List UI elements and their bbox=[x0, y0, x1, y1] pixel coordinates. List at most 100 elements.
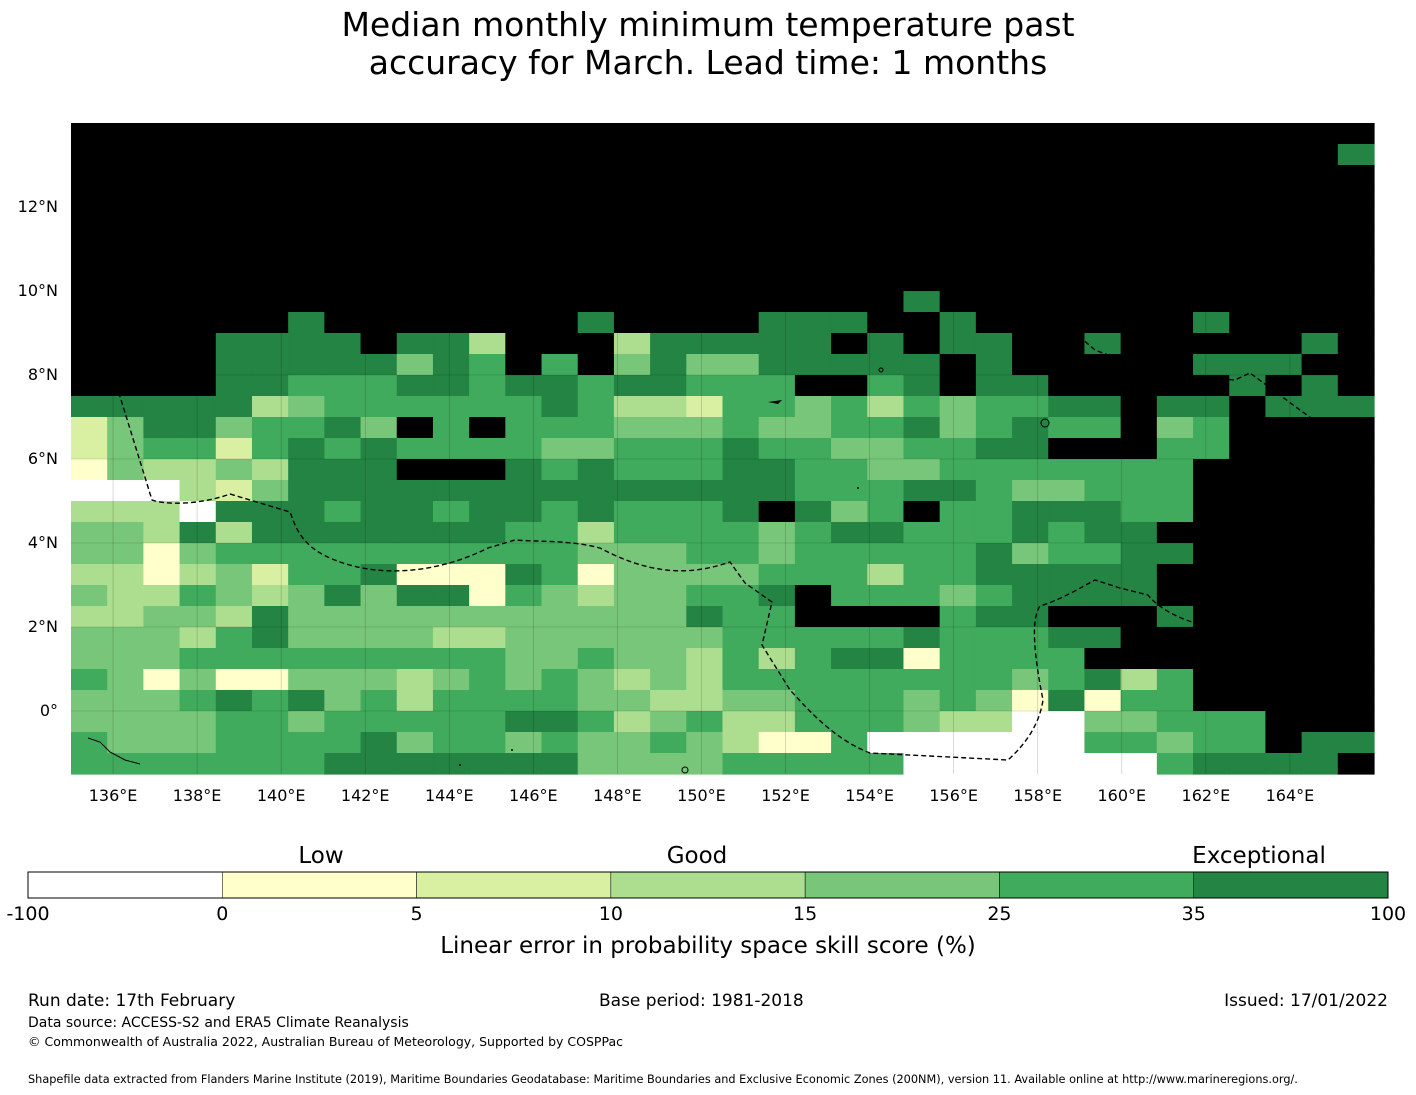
grid-cell bbox=[1012, 438, 1049, 460]
grid-cell bbox=[143, 564, 181, 586]
grid-cell bbox=[432, 375, 470, 397]
grid-cell bbox=[1265, 753, 1303, 775]
grid-cell bbox=[143, 417, 181, 439]
grid-cell bbox=[432, 501, 470, 523]
grid-cell bbox=[1301, 333, 1339, 355]
grid-cell bbox=[1048, 690, 1086, 712]
grid-cell bbox=[975, 291, 1013, 313]
grid-cell bbox=[577, 312, 615, 334]
grid-cell bbox=[71, 186, 108, 208]
grid-cell bbox=[288, 375, 325, 397]
grid-cell bbox=[1084, 186, 1122, 208]
grid-cell bbox=[650, 354, 687, 376]
grid-cell bbox=[1012, 711, 1049, 733]
grid-cell bbox=[1301, 207, 1339, 229]
grid-cell bbox=[1265, 627, 1303, 649]
grid-cell bbox=[107, 543, 144, 565]
grid-cell bbox=[650, 606, 687, 628]
grid-cell bbox=[396, 312, 434, 334]
grid-cell bbox=[324, 606, 362, 628]
grid-cell bbox=[903, 396, 941, 418]
grid-cell bbox=[143, 585, 181, 607]
grid-cell bbox=[1084, 417, 1122, 439]
grid-cell bbox=[1048, 333, 1086, 355]
grid-cell bbox=[469, 669, 506, 691]
grid-cell bbox=[1120, 606, 1158, 628]
grid-cell bbox=[867, 690, 905, 712]
grid-cell bbox=[939, 732, 977, 754]
grid-cell bbox=[1120, 753, 1158, 775]
grid-cell bbox=[179, 711, 217, 733]
grid-cell bbox=[324, 354, 362, 376]
grid-cell bbox=[831, 543, 868, 565]
grid-cell bbox=[1120, 186, 1158, 208]
grid-cell bbox=[251, 354, 289, 376]
grid-cell bbox=[71, 732, 108, 754]
grid-cell bbox=[867, 585, 905, 607]
grid-cell bbox=[396, 438, 434, 460]
grid-cell bbox=[1301, 522, 1339, 544]
grid-cell bbox=[1156, 144, 1194, 166]
grid-cell bbox=[1193, 627, 1230, 649]
grid-cell bbox=[396, 585, 434, 607]
grid-cell bbox=[251, 480, 289, 502]
grid-cell bbox=[71, 123, 108, 145]
grid-cell bbox=[432, 480, 470, 502]
grid-cell bbox=[179, 522, 217, 544]
grid-cell bbox=[215, 123, 253, 145]
grid-cell bbox=[1120, 480, 1158, 502]
grid-cell bbox=[1156, 123, 1194, 145]
grid-cell bbox=[396, 417, 434, 439]
grid-cell bbox=[1048, 480, 1086, 502]
grid-cell bbox=[1156, 165, 1194, 187]
grid-cell bbox=[939, 480, 977, 502]
grid-cell bbox=[396, 228, 434, 250]
latitude-label: 8°N bbox=[27, 365, 58, 384]
grid-cell bbox=[469, 543, 506, 565]
grid-cell bbox=[867, 417, 905, 439]
grid-cell bbox=[1156, 228, 1194, 250]
grid-cell bbox=[613, 291, 651, 313]
grid-cell bbox=[469, 732, 506, 754]
grid-cell bbox=[939, 333, 977, 355]
grid-cell bbox=[1337, 144, 1375, 166]
grid-cell bbox=[1301, 270, 1339, 292]
grid-cell bbox=[1265, 648, 1303, 670]
grid-cell bbox=[686, 333, 724, 355]
grid-cell bbox=[758, 585, 796, 607]
grid-cell bbox=[215, 207, 253, 229]
grid-cell bbox=[1156, 753, 1194, 775]
grid-cell bbox=[215, 312, 253, 334]
grid-cell bbox=[831, 396, 868, 418]
grid-cell bbox=[903, 228, 941, 250]
grid-cell bbox=[143, 522, 181, 544]
grid-cell bbox=[469, 123, 506, 145]
grid-cell bbox=[360, 207, 398, 229]
grid-cell bbox=[1337, 732, 1375, 754]
grid-cell bbox=[1265, 144, 1303, 166]
grid-cell bbox=[1120, 270, 1158, 292]
grid-cell bbox=[288, 270, 325, 292]
grid-cell bbox=[71, 480, 108, 502]
grid-cell bbox=[107, 585, 144, 607]
grid-cell bbox=[577, 417, 615, 439]
grid-cell bbox=[1229, 333, 1267, 355]
grid-cell bbox=[1229, 669, 1267, 691]
grid-cell bbox=[1301, 228, 1339, 250]
grid-cell bbox=[903, 186, 941, 208]
grid-cell bbox=[1229, 690, 1267, 712]
grid-cell bbox=[143, 627, 181, 649]
grid-cell bbox=[1156, 459, 1194, 481]
grid-cell bbox=[1084, 627, 1122, 649]
grid-cell bbox=[1193, 753, 1230, 775]
grid-cell bbox=[939, 291, 977, 313]
grid-cell bbox=[722, 648, 760, 670]
grid-cell bbox=[1156, 333, 1194, 355]
grid-cell bbox=[143, 228, 181, 250]
grid-cell bbox=[1120, 354, 1158, 376]
grid-cell bbox=[722, 480, 760, 502]
grid-cell bbox=[107, 165, 144, 187]
grid-cell bbox=[215, 459, 253, 481]
grid-cell bbox=[1193, 333, 1230, 355]
grid-cell bbox=[469, 186, 506, 208]
